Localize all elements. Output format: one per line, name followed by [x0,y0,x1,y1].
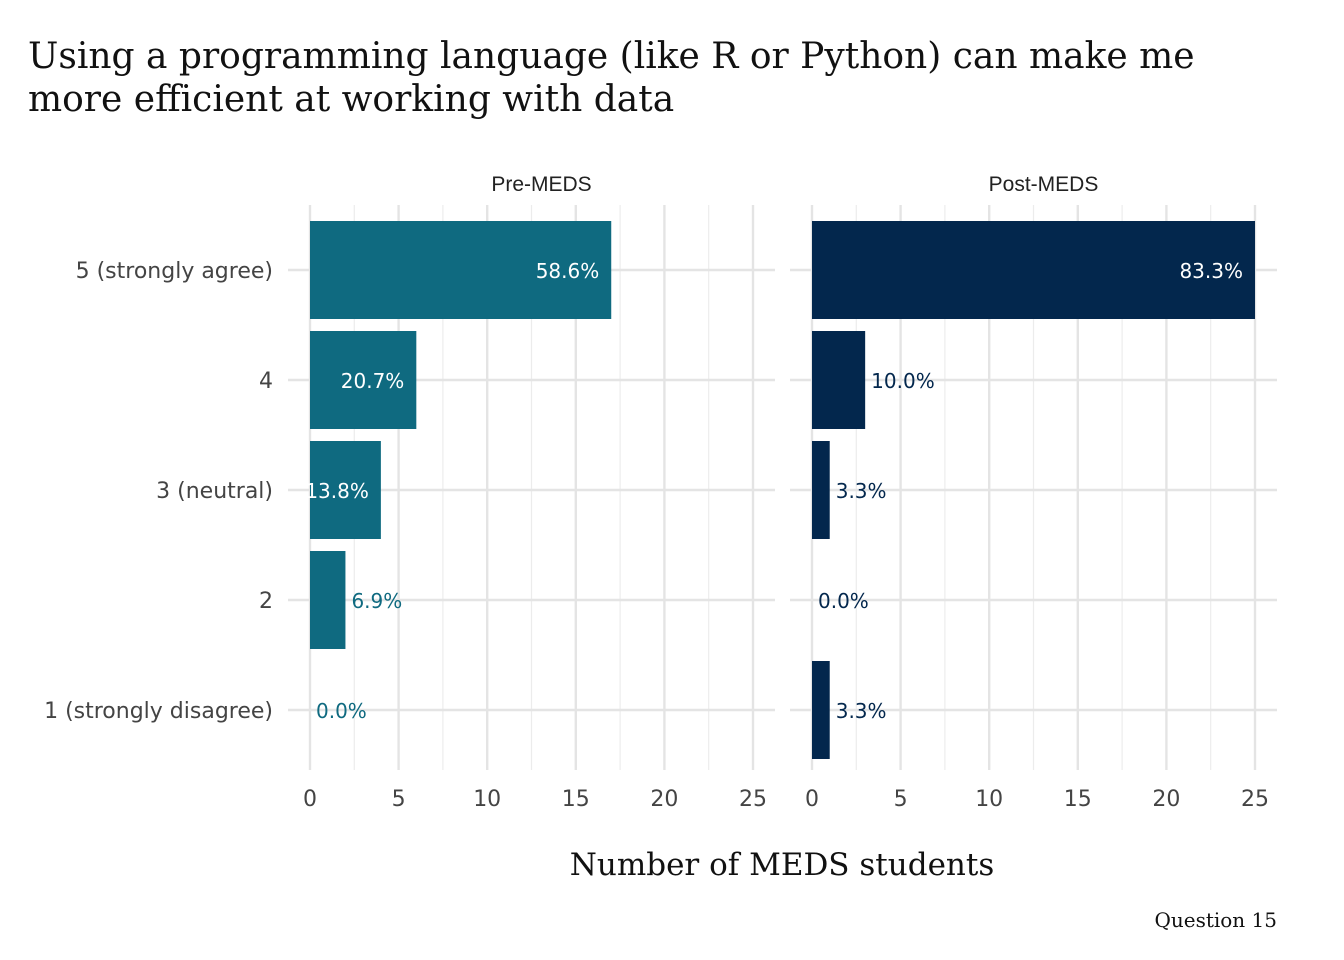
facet-strip-label: Post-MEDS [989,173,1099,196]
y-tick-label: 4 [259,369,273,394]
chart-title-line-2: more efficient at working with data [28,79,674,120]
data-label: 3.3% [836,699,887,723]
x-tick-label: 25 [1241,787,1269,812]
y-tick-label: 2 [259,589,273,614]
caption: Question 15 [1154,908,1277,932]
y-tick-label: 5 (strongly agree) [76,259,273,284]
data-label: 3.3% [836,479,887,503]
bar-pre-meds-4 [310,551,346,649]
x-tick-label: 0 [303,787,317,812]
bar-pre-meds-2 [310,331,417,429]
bar-pre-meds-3 [310,441,381,539]
bar-pre-meds-1 [310,221,612,319]
x-tick-label: 10 [975,787,1003,812]
bar-post-meds-3 [812,441,830,539]
bar-post-meds-1 [812,221,1255,319]
x-tick-label: 20 [1152,787,1180,812]
x-tick-label: 0 [805,787,819,812]
data-label: 58.6% [536,259,600,283]
x-tick-label: 20 [650,787,678,812]
data-label: 0.0% [818,589,869,613]
x-tick-label: 25 [739,787,767,812]
data-label: 20.7% [341,369,405,393]
y-tick-label: 3 (neutral) [156,479,273,504]
data-label: 0.0% [316,699,367,723]
x-axis-label: Number of MEDS students [570,847,995,883]
bar-post-meds-2 [812,331,866,429]
facet-strip-label: Pre-MEDS [491,173,591,196]
bar-post-meds-5 [812,661,830,759]
data-label: 10.0% [871,369,935,393]
x-tick-label: 5 [894,787,908,812]
x-tick-label: 5 [392,787,406,812]
y-tick-label: 1 (strongly disagree) [44,699,273,724]
chart-title-line-1: Using a programming language (like R or … [28,36,1195,77]
data-label: 13.8% [305,479,369,503]
x-tick-label: 15 [1064,787,1092,812]
data-label: 83.3% [1179,259,1243,283]
x-tick-label: 10 [473,787,501,812]
data-label: 6.9% [351,589,402,613]
x-tick-label: 15 [562,787,590,812]
